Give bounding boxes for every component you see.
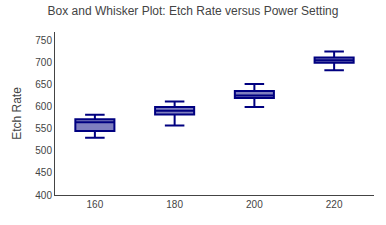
svg-text:650: 650 (35, 79, 52, 90)
svg-text:750: 750 (35, 35, 52, 46)
svg-text:450: 450 (35, 167, 52, 178)
svg-text:Etch Rate: Etch Rate (10, 87, 24, 140)
svg-text:400: 400 (35, 190, 52, 201)
svg-text:700: 700 (35, 57, 52, 68)
svg-text:200: 200 (246, 199, 263, 210)
svg-text:600: 600 (35, 101, 52, 112)
svg-text:180: 180 (166, 199, 183, 210)
svg-text:500: 500 (35, 145, 52, 156)
svg-text:550: 550 (35, 123, 52, 134)
svg-text:160: 160 (87, 199, 104, 210)
svg-text:220: 220 (326, 199, 343, 210)
svg-text:Box and Whisker Plot: Etch Rat: Box and Whisker Plot: Etch Rate versus P… (48, 4, 339, 18)
